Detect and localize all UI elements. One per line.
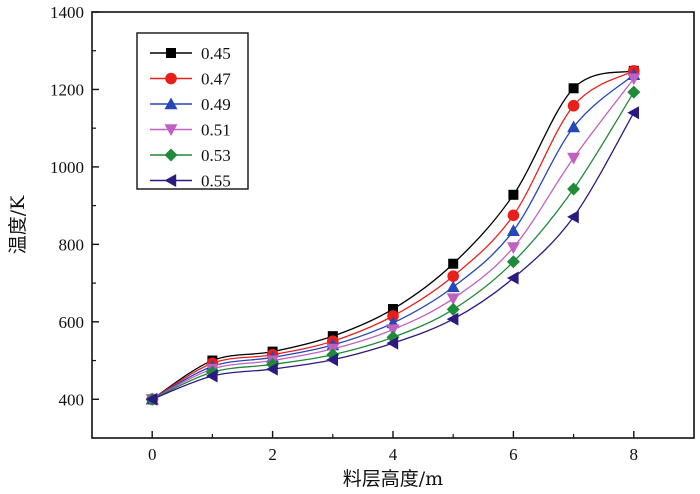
data-point bbox=[164, 148, 178, 162]
data-point bbox=[567, 210, 579, 224]
x-tick-label: 2 bbox=[268, 445, 277, 464]
data-point bbox=[448, 258, 459, 269]
data-point bbox=[386, 324, 400, 337]
series-line bbox=[151, 78, 635, 400]
data-point bbox=[446, 280, 460, 293]
series-group bbox=[145, 65, 641, 406]
legend-label: 0.53 bbox=[201, 146, 231, 165]
data-point bbox=[627, 85, 641, 99]
y-tick-label: 800 bbox=[59, 235, 85, 254]
data-point bbox=[506, 271, 519, 285]
data-point bbox=[446, 302, 460, 316]
data-point bbox=[164, 97, 178, 110]
data-point bbox=[447, 270, 460, 282]
data-point bbox=[446, 312, 459, 326]
legend-entry: 0.55 bbox=[150, 172, 231, 191]
data-point bbox=[388, 304, 398, 315]
data-point bbox=[627, 73, 641, 86]
data-point bbox=[326, 353, 338, 367]
legend-label: 0.55 bbox=[201, 172, 231, 191]
data-point bbox=[567, 99, 580, 112]
series-line bbox=[151, 91, 635, 400]
series-line bbox=[151, 70, 634, 400]
data-point bbox=[266, 362, 278, 376]
axis-ticks: 0 2 4 6 8 400 600 800 1000 1200 1400 bbox=[50, 3, 638, 464]
data-point bbox=[567, 182, 581, 196]
data-point bbox=[164, 174, 177, 187]
y-tick-label: 1200 bbox=[50, 80, 84, 99]
data-point bbox=[166, 48, 176, 58]
legend-entry: 0.45 bbox=[150, 44, 231, 63]
legend-label: 0.49 bbox=[201, 95, 231, 114]
legend-label: 0.47 bbox=[201, 70, 231, 89]
y-tick-label: 1000 bbox=[50, 158, 84, 177]
legend-entry: 0.53 bbox=[150, 146, 231, 165]
legend: 0.45 0.47 0.49 0.51 0.53 0.55 bbox=[136, 32, 249, 191]
y-tick-label: 1400 bbox=[50, 3, 84, 22]
data-point bbox=[506, 242, 520, 254]
data-point bbox=[205, 369, 218, 383]
legend-entry: 0.47 bbox=[150, 70, 231, 89]
legend-label: 0.45 bbox=[201, 44, 231, 63]
y-tick-label: 600 bbox=[59, 313, 85, 332]
data-point bbox=[568, 83, 579, 94]
data-point bbox=[567, 152, 581, 165]
series-line bbox=[151, 70, 635, 400]
x-tick-label: 0 bbox=[148, 445, 157, 464]
data-point bbox=[567, 120, 581, 133]
series-line bbox=[151, 74, 635, 400]
data-point bbox=[165, 72, 177, 85]
data-point bbox=[446, 293, 460, 306]
data-point bbox=[627, 106, 639, 120]
series-line bbox=[151, 112, 635, 400]
series-0.55 bbox=[145, 106, 639, 406]
x-axis-title: 料层高度/m bbox=[343, 468, 443, 490]
legend-label: 0.51 bbox=[201, 121, 231, 140]
data-point bbox=[507, 209, 520, 222]
x-tick-label: 8 bbox=[630, 445, 639, 464]
x-tick-label: 6 bbox=[509, 445, 518, 464]
legend-entry: 0.51 bbox=[150, 121, 231, 140]
data-point bbox=[387, 310, 399, 322]
data-point bbox=[164, 124, 178, 136]
y-axis-title: 温度/K bbox=[7, 195, 29, 254]
data-point bbox=[386, 336, 399, 350]
legend-entry: 0.49 bbox=[150, 95, 231, 114]
data-point bbox=[506, 224, 520, 237]
legend-box bbox=[136, 32, 249, 190]
x-tick-label: 4 bbox=[389, 445, 398, 464]
data-point bbox=[508, 189, 519, 200]
y-tick-label: 400 bbox=[59, 390, 85, 409]
data-point bbox=[506, 255, 520, 269]
data-point bbox=[145, 392, 158, 406]
